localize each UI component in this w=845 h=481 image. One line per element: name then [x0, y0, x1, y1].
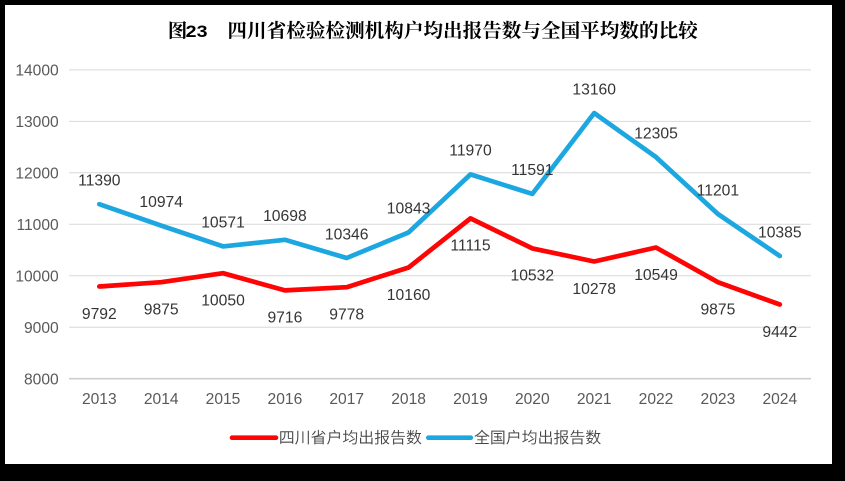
svg-text:10698: 10698: [263, 208, 307, 225]
svg-text:12000: 12000: [15, 166, 59, 183]
svg-text:10000: 10000: [15, 269, 59, 286]
svg-text:10843: 10843: [387, 201, 431, 218]
svg-text:2013: 2013: [82, 391, 117, 408]
svg-text:2015: 2015: [206, 391, 241, 408]
svg-text:2014: 2014: [144, 391, 179, 408]
svg-text:11591: 11591: [511, 162, 553, 179]
svg-text:10160: 10160: [387, 287, 431, 304]
svg-text:11201: 11201: [697, 182, 739, 199]
svg-text:10532: 10532: [510, 268, 554, 285]
svg-text:10571: 10571: [201, 215, 245, 232]
svg-text:9442: 9442: [762, 324, 797, 341]
svg-text:2024: 2024: [762, 391, 797, 408]
svg-text:13160: 13160: [572, 81, 616, 98]
svg-text:13000: 13000: [15, 114, 59, 131]
svg-text:14000: 14000: [15, 63, 59, 80]
svg-text:10385: 10385: [758, 224, 802, 241]
svg-text:2016: 2016: [268, 391, 303, 408]
svg-text:11390: 11390: [78, 173, 121, 190]
svg-text:11115: 11115: [450, 238, 490, 255]
svg-text:10549: 10549: [634, 267, 678, 284]
svg-text:10346: 10346: [325, 226, 369, 243]
svg-text:10050: 10050: [201, 293, 245, 310]
svg-text:9716: 9716: [267, 310, 302, 327]
svg-text:2020: 2020: [515, 391, 550, 408]
svg-text:10278: 10278: [572, 281, 616, 298]
svg-text:9000: 9000: [24, 320, 59, 337]
svg-text:2022: 2022: [639, 391, 674, 408]
svg-text:9792: 9792: [82, 306, 117, 323]
svg-text:2017: 2017: [329, 391, 364, 408]
svg-text:11000: 11000: [16, 217, 59, 234]
svg-text:2019: 2019: [453, 391, 488, 408]
svg-text:9875: 9875: [700, 302, 735, 319]
svg-text:11970: 11970: [449, 143, 492, 160]
svg-text:8000: 8000: [24, 372, 59, 389]
svg-text:2018: 2018: [391, 391, 426, 408]
svg-text:9778: 9778: [329, 307, 364, 324]
svg-text:10974: 10974: [139, 194, 183, 211]
svg-text:2023: 2023: [701, 391, 736, 408]
svg-text:23: 23: [186, 22, 208, 41]
svg-text:9875: 9875: [144, 302, 179, 319]
svg-text:12305: 12305: [634, 125, 678, 142]
svg-text:2021: 2021: [577, 391, 612, 408]
